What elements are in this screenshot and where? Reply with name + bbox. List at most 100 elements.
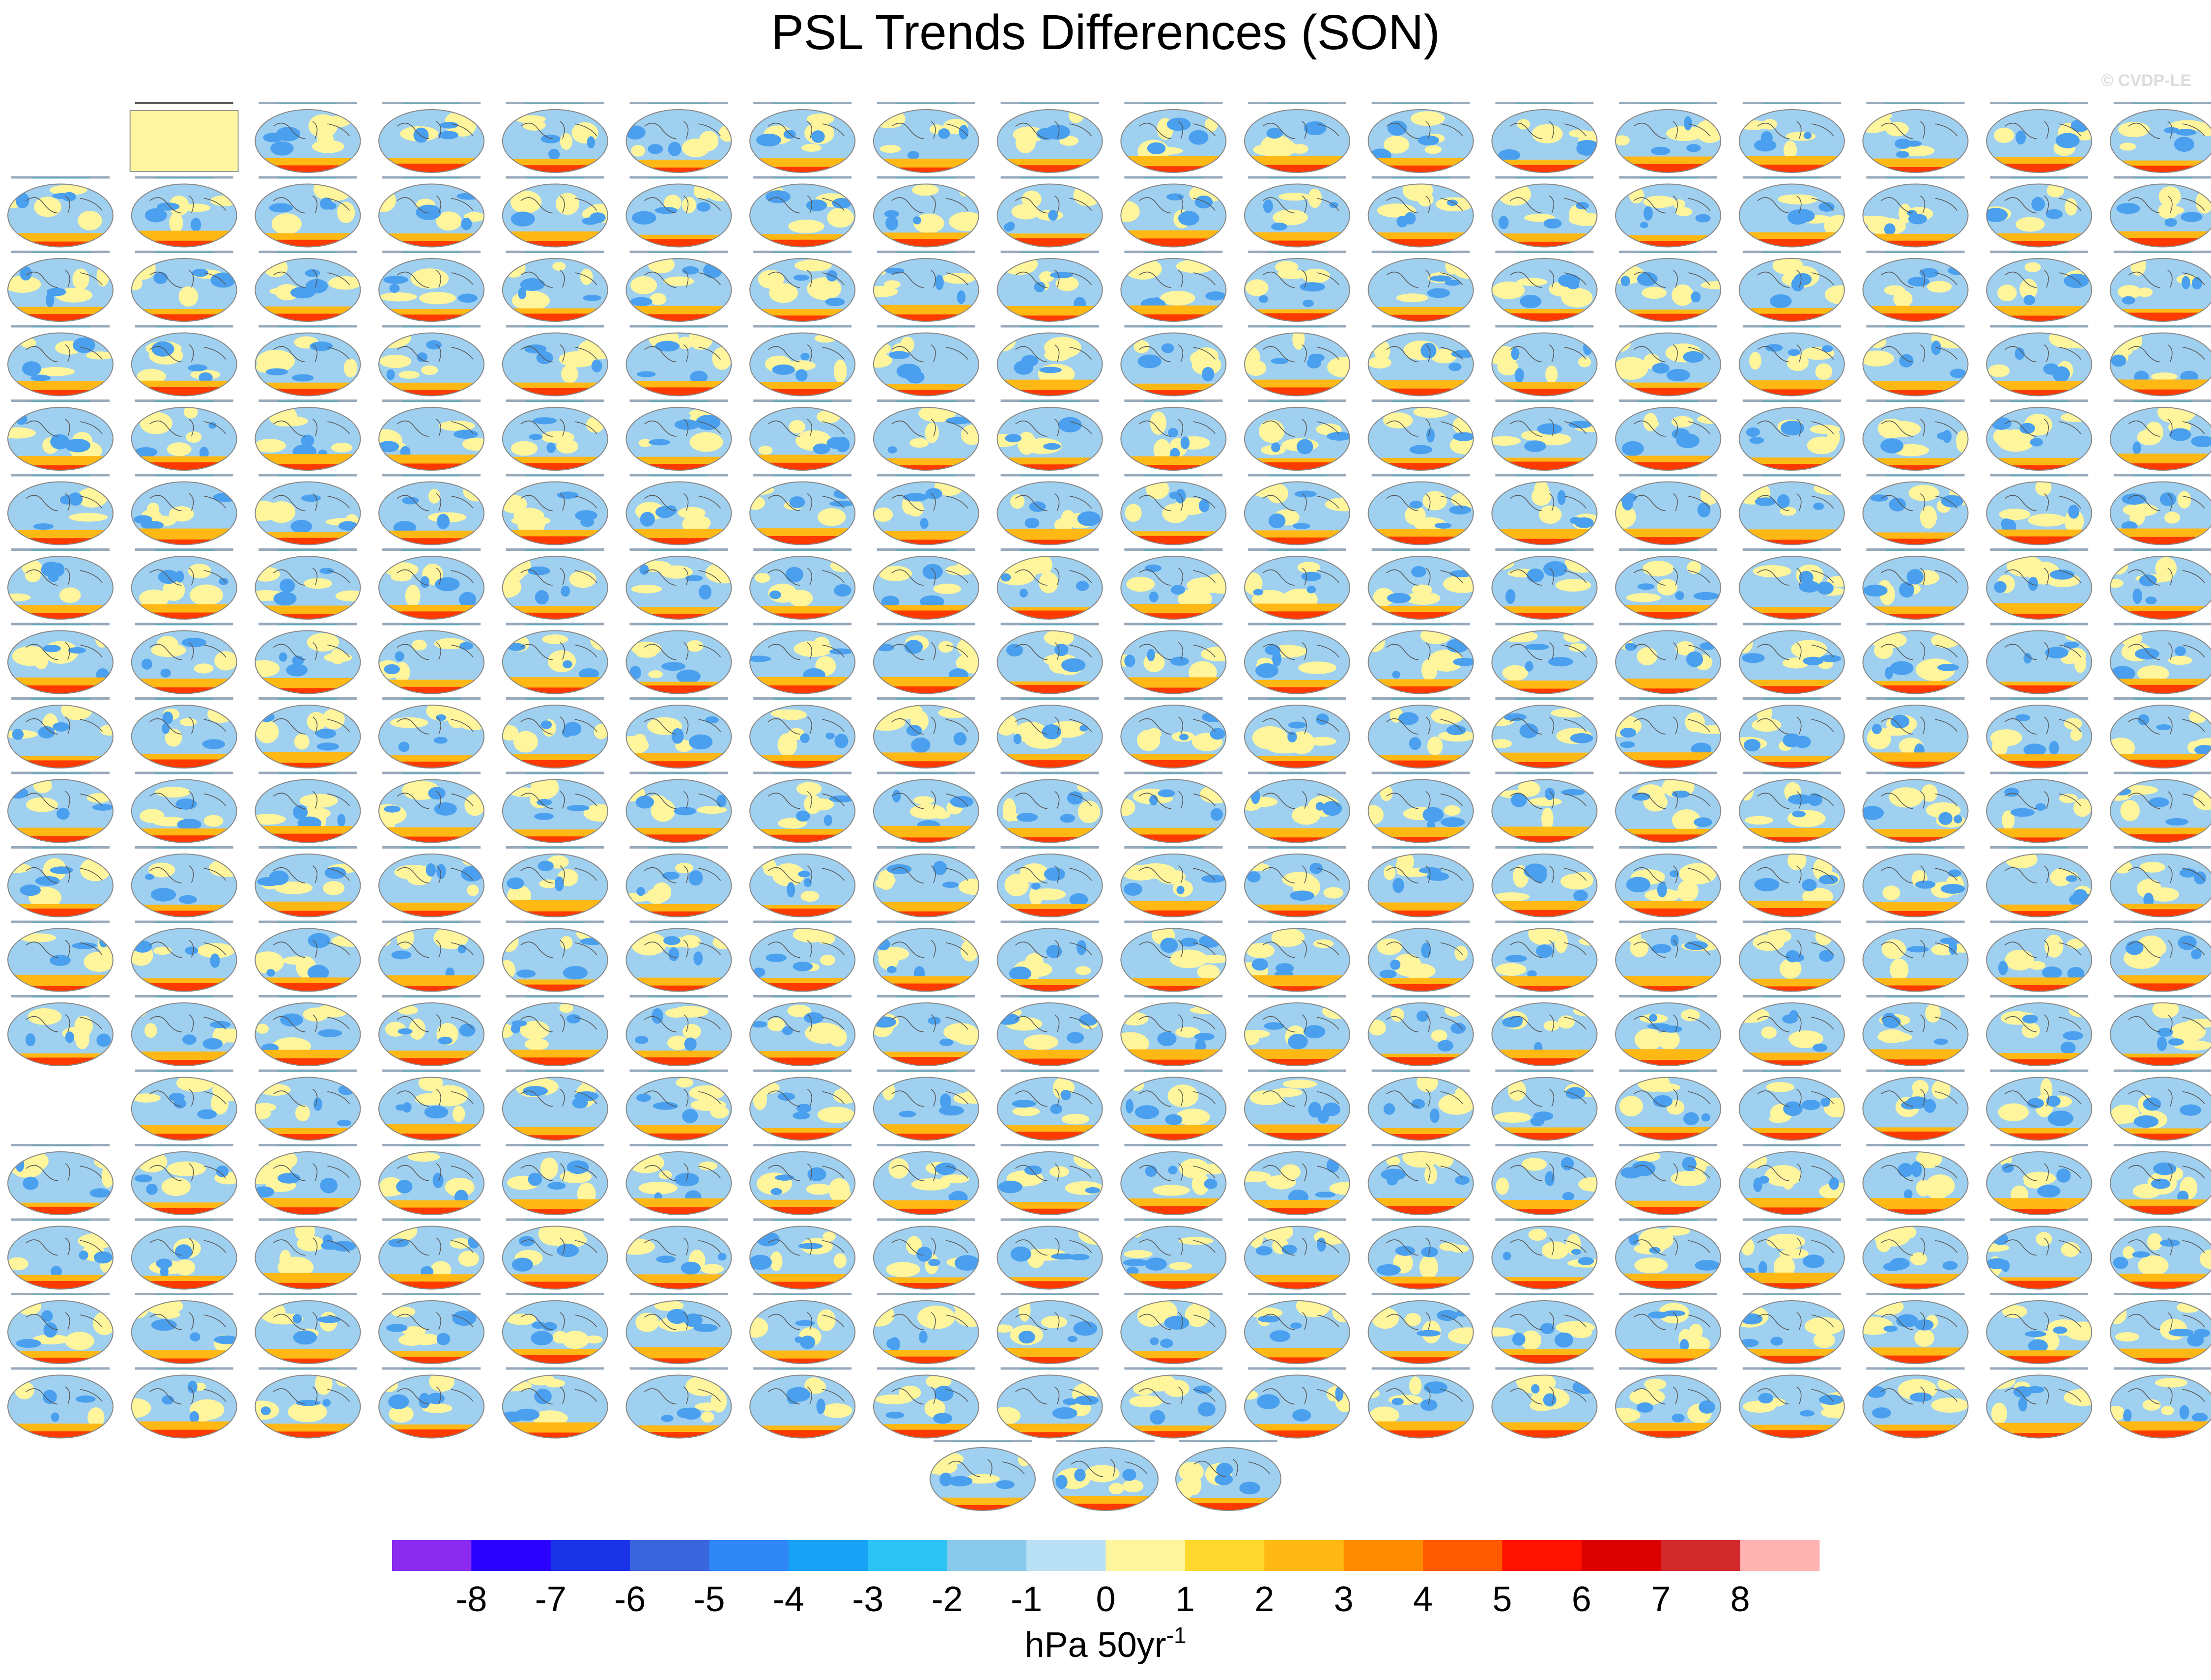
map-panel — [502, 920, 608, 992]
yellow-blob — [1578, 1177, 1597, 1192]
yellow-blob — [1570, 1327, 1592, 1338]
yellow-blob — [1993, 428, 2012, 445]
blue-blob — [1684, 941, 1708, 950]
blue-blob — [2116, 203, 2140, 214]
blue-blob — [1915, 880, 1936, 889]
panel-caption — [1268, 921, 1327, 923]
blue-blob — [1426, 428, 1435, 443]
map-field — [1739, 1003, 1844, 1066]
map-outline — [873, 407, 979, 471]
map-field — [1616, 705, 1721, 768]
coastline — [149, 419, 227, 437]
map-field — [1492, 482, 1597, 545]
coastline — [397, 493, 474, 512]
blue-blob — [1511, 347, 1520, 360]
yellow-blob — [1371, 1308, 1399, 1329]
yellow-blob — [330, 648, 345, 664]
blue-blob — [384, 664, 400, 675]
panel-caption — [402, 624, 461, 626]
yellow-blob — [167, 1161, 206, 1176]
blue-blob — [946, 417, 971, 425]
blue-blob — [953, 732, 967, 746]
yellow-blob — [820, 954, 836, 966]
yellow-blob — [875, 878, 888, 888]
panel-caption — [1515, 921, 1574, 923]
panel-caption — [1020, 996, 1079, 997]
blue-blob — [1557, 490, 1566, 505]
panel-caption — [278, 400, 338, 402]
map-panel — [7, 176, 113, 248]
blue-blob — [383, 276, 409, 284]
red-band — [1863, 985, 1968, 992]
map-outline — [873, 630, 979, 694]
red-band — [750, 1358, 855, 1364]
map-field — [1245, 1301, 1350, 1364]
coastline — [1757, 493, 1834, 512]
yellow-blob — [1564, 556, 1597, 573]
blue-blob — [907, 151, 920, 160]
blue-blob — [888, 351, 910, 359]
yellow-blob — [322, 115, 351, 128]
map-outline — [996, 332, 1103, 397]
yellow-blob — [1167, 1084, 1199, 1108]
panel-caption — [896, 847, 956, 849]
yellow-blob — [954, 1303, 979, 1327]
map-field — [1616, 779, 1721, 843]
map-panel — [749, 102, 856, 173]
yellow-blob — [1496, 963, 1527, 976]
coastline — [273, 344, 350, 363]
blue-blob — [799, 1336, 816, 1349]
map-outline — [1615, 630, 1722, 694]
blue-blob — [1870, 494, 1888, 502]
blue-blob — [319, 198, 333, 210]
coastline — [644, 121, 721, 139]
blue-blob — [1621, 441, 1644, 456]
blue-blob — [1271, 223, 1288, 231]
yellow-blob — [428, 488, 441, 504]
blue-blob — [1543, 218, 1562, 229]
map-panel — [131, 474, 237, 545]
map-field — [502, 184, 608, 247]
blue-blob — [1276, 963, 1294, 973]
map-panel — [502, 1367, 608, 1439]
blue-blob — [2015, 130, 2026, 145]
blue-blob — [829, 501, 854, 507]
panel-caption — [1391, 549, 1450, 551]
blue-blob — [1144, 564, 1162, 572]
yellow-blob — [1863, 1316, 1893, 1335]
yellow-blob — [1999, 509, 2031, 520]
blue-blob — [42, 1390, 57, 1404]
map-panel — [1738, 1069, 1845, 1141]
blue-blob — [1322, 801, 1342, 816]
map-panel — [1244, 771, 1350, 843]
yellow-blob — [1901, 1226, 1917, 1239]
map-panel — [502, 1144, 608, 1215]
map-panel — [378, 920, 485, 992]
map-panel — [2109, 1069, 2211, 1141]
blue-blob — [1079, 1014, 1099, 1026]
coastline — [1386, 270, 1463, 288]
blue-blob — [1694, 817, 1712, 827]
yellow-blob — [1672, 199, 1686, 209]
yellow-blob — [750, 632, 768, 641]
coastline — [1138, 568, 1216, 586]
map-field — [379, 1375, 484, 1438]
coastline — [1757, 419, 1834, 437]
map-panel — [1615, 102, 1722, 173]
orange-band — [997, 529, 1103, 545]
blue-blob — [590, 212, 606, 224]
yellow-blob — [1044, 349, 1071, 362]
blue-blob — [1315, 125, 1326, 133]
blue-blob — [162, 723, 170, 734]
map-outline — [1367, 630, 1474, 694]
map-outline — [749, 407, 856, 471]
panel-caption — [1268, 772, 1327, 774]
coastline — [767, 642, 845, 660]
yellow-blob — [194, 663, 214, 674]
yellow-blob — [1390, 1008, 1404, 1022]
blue-blob — [1189, 130, 1209, 145]
panel-caption — [896, 326, 956, 328]
panel-caption — [402, 1219, 461, 1221]
panel-caption — [278, 624, 338, 626]
map-field — [1121, 928, 1226, 992]
